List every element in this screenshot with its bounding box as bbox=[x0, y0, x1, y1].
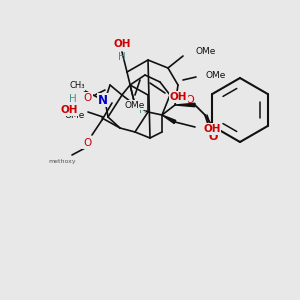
Text: OH: OH bbox=[170, 92, 188, 102]
Text: OH: OH bbox=[113, 39, 131, 49]
Text: O: O bbox=[83, 138, 91, 148]
Text: OH: OH bbox=[61, 105, 78, 115]
Text: CH₃: CH₃ bbox=[69, 82, 85, 91]
Text: OH: OH bbox=[203, 124, 220, 134]
Polygon shape bbox=[175, 103, 195, 107]
Text: OMe: OMe bbox=[206, 70, 226, 80]
Text: H: H bbox=[69, 94, 77, 104]
Text: methoxy: methoxy bbox=[48, 158, 76, 164]
Text: OMe: OMe bbox=[125, 100, 145, 109]
Text: O: O bbox=[84, 93, 92, 103]
Text: O: O bbox=[186, 95, 194, 105]
Text: H: H bbox=[118, 52, 126, 62]
Polygon shape bbox=[162, 115, 176, 124]
Text: OMe: OMe bbox=[196, 47, 216, 56]
Text: H: H bbox=[139, 105, 147, 115]
Text: OMe: OMe bbox=[64, 112, 85, 121]
Text: O: O bbox=[208, 132, 218, 142]
Text: N: N bbox=[98, 94, 108, 106]
